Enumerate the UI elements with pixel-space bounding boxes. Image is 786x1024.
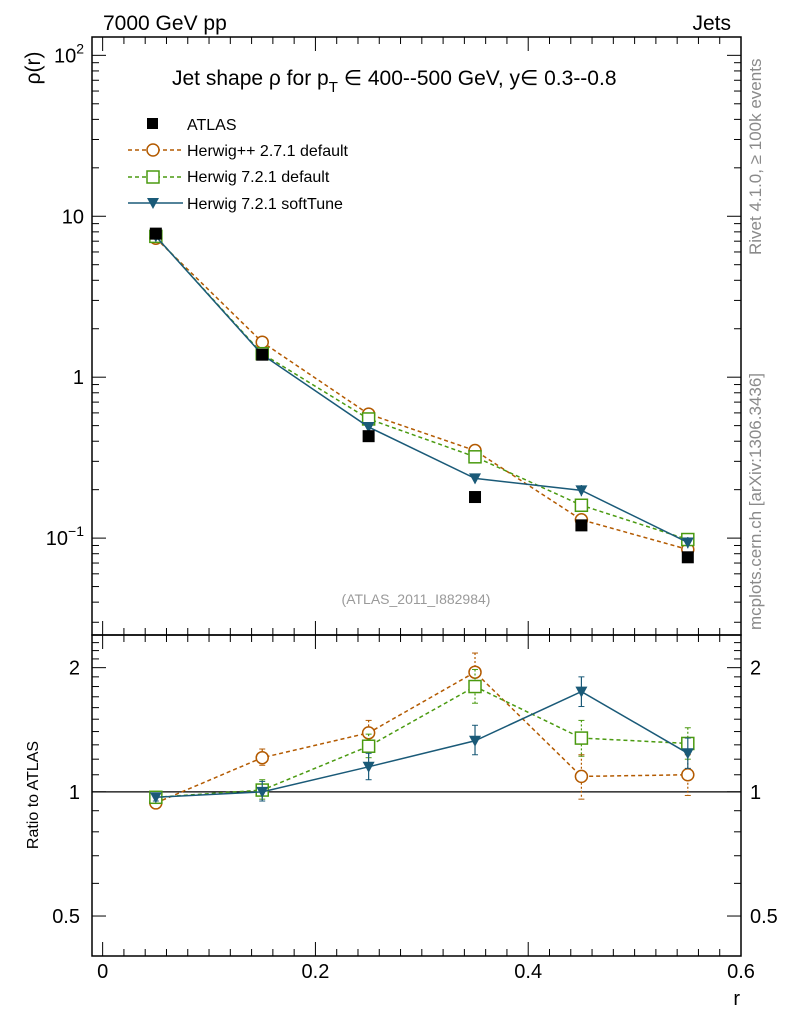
legend-herwig721-label: Herwig 7.2.1 default [187, 169, 330, 186]
legend-atlas-marker [147, 118, 158, 129]
ratio-xtick-label: 0.4 [514, 961, 542, 983]
ratio-point-herwigpp [468, 665, 482, 679]
x-axis-label: r [733, 988, 740, 1010]
main-point-softtune [575, 485, 588, 497]
main-point-atlas [149, 227, 162, 240]
ratio-point-herwigpp [361, 726, 376, 740]
ratio-panel-frame [91, 634, 742, 957]
legend-softtune: Herwig 7.2.1 softTune [128, 196, 343, 213]
title-suffix: ∈ 400--500 GeV, y∈ 0.3--0.8 [338, 67, 617, 90]
ratio-point-softtune [469, 735, 482, 747]
main-point-atlas [469, 491, 482, 504]
legend-herwig721: Herwig 7.2.1 default [128, 169, 330, 186]
ratio-point-softtune [575, 686, 588, 698]
ratio-panel-marks: 0 0.2 0.4 0.6 2 2 1 1 0.5 0.5 [52, 635, 778, 983]
main-ytick-label: 1 [73, 367, 84, 389]
ratio-point-herwig721 [574, 731, 589, 745]
analysis-id: (ATLAS_2011_I882984) [342, 591, 491, 607]
ratio-ytick-label-right: 1 [750, 782, 761, 804]
rivet-version-text: Rivet 4.1.0, ≥ 100k events [746, 59, 765, 255]
ratio-point-herwigpp [681, 768, 695, 782]
ratio-xtick-label: 0.2 [302, 961, 330, 983]
ratio-series-line-herwig721 [155, 685, 688, 799]
main-point-atlas [575, 519, 588, 532]
main-point-softtune [362, 422, 375, 434]
legend-atlas: ATLAS [147, 117, 237, 134]
main-ytick-label: 10 [62, 206, 84, 228]
title-subscript: T [329, 79, 338, 96]
main-point-herwigpp [255, 335, 269, 349]
ratio-ytick-label-left: 0.5 [52, 906, 80, 928]
header-right: Jets [692, 12, 731, 35]
ratio-point-herwigpp [574, 769, 589, 784]
ratio-point-herwig721 [468, 679, 482, 694]
main-ylabel: ρ(r) [22, 52, 45, 85]
main-ytick-label: 10−1 [46, 523, 84, 550]
main-series-line-herwigpp [155, 237, 689, 551]
main-point-softtune [681, 537, 694, 549]
main-point-herwig721 [574, 498, 589, 513]
main-panel-marks: 102 10 1 10−1 [46, 37, 742, 635]
ratio-point-softtune [362, 761, 375, 773]
ratio-xtick-label: 0 [97, 961, 108, 983]
ratio-point-softtune [149, 792, 162, 804]
plot-title: Jet shape ρ for pT ∈ 400--500 GeV, y∈ 0.… [172, 67, 617, 96]
ratio-ytick-label-right: 2 [750, 658, 761, 680]
legend: ATLAS Herwig++ 2.7.1 default Herwig 7.2.… [128, 117, 349, 213]
ratio-xtick-label: 0.6 [727, 961, 755, 983]
main-series-line-herwig721 [155, 235, 689, 541]
legend-herwigpp: Herwig++ 2.7.1 default [128, 143, 349, 160]
ratio-point-herwig721 [361, 739, 376, 753]
ratio-point-herwigpp [255, 750, 269, 765]
legend-softtune-marker [147, 198, 159, 209]
ratio-ytick-label-right: 0.5 [750, 906, 778, 928]
legend-herwig721-marker [146, 170, 160, 184]
ratio-ytick-label-left: 2 [69, 658, 80, 680]
main-point-herwig721 [468, 450, 482, 464]
legend-atlas-label: ATLAS [187, 117, 237, 134]
header-left: 7000 GeV pp [103, 12, 227, 35]
main-point-atlas [362, 430, 375, 443]
mcplots-credit-text: mcplots.cern.ch [arXiv:1306.3436] [746, 373, 765, 630]
ratio-point-softtune [256, 786, 269, 798]
legend-softtune-label: Herwig 7.2.1 softTune [187, 196, 343, 213]
ratio-ytick-label-left: 1 [69, 782, 80, 804]
legend-herwigpp-marker [146, 143, 160, 157]
legend-herwigpp-label: Herwig++ 2.7.1 default [187, 143, 349, 160]
main-point-softtune [469, 473, 482, 485]
main-ytick-label: 102 [54, 40, 84, 67]
main-point-atlas [256, 348, 269, 361]
ratio-series-line-softtune [155, 690, 689, 799]
main-point-atlas [681, 551, 694, 564]
ratio-series-line-herwigpp [155, 671, 688, 804]
title-prefix: Jet shape ρ for p [172, 67, 329, 90]
ratio-point-softtune [681, 748, 694, 760]
main-series-line-softtune [155, 235, 689, 544]
ratio-ylabel: Ratio to ATLAS [25, 741, 42, 849]
